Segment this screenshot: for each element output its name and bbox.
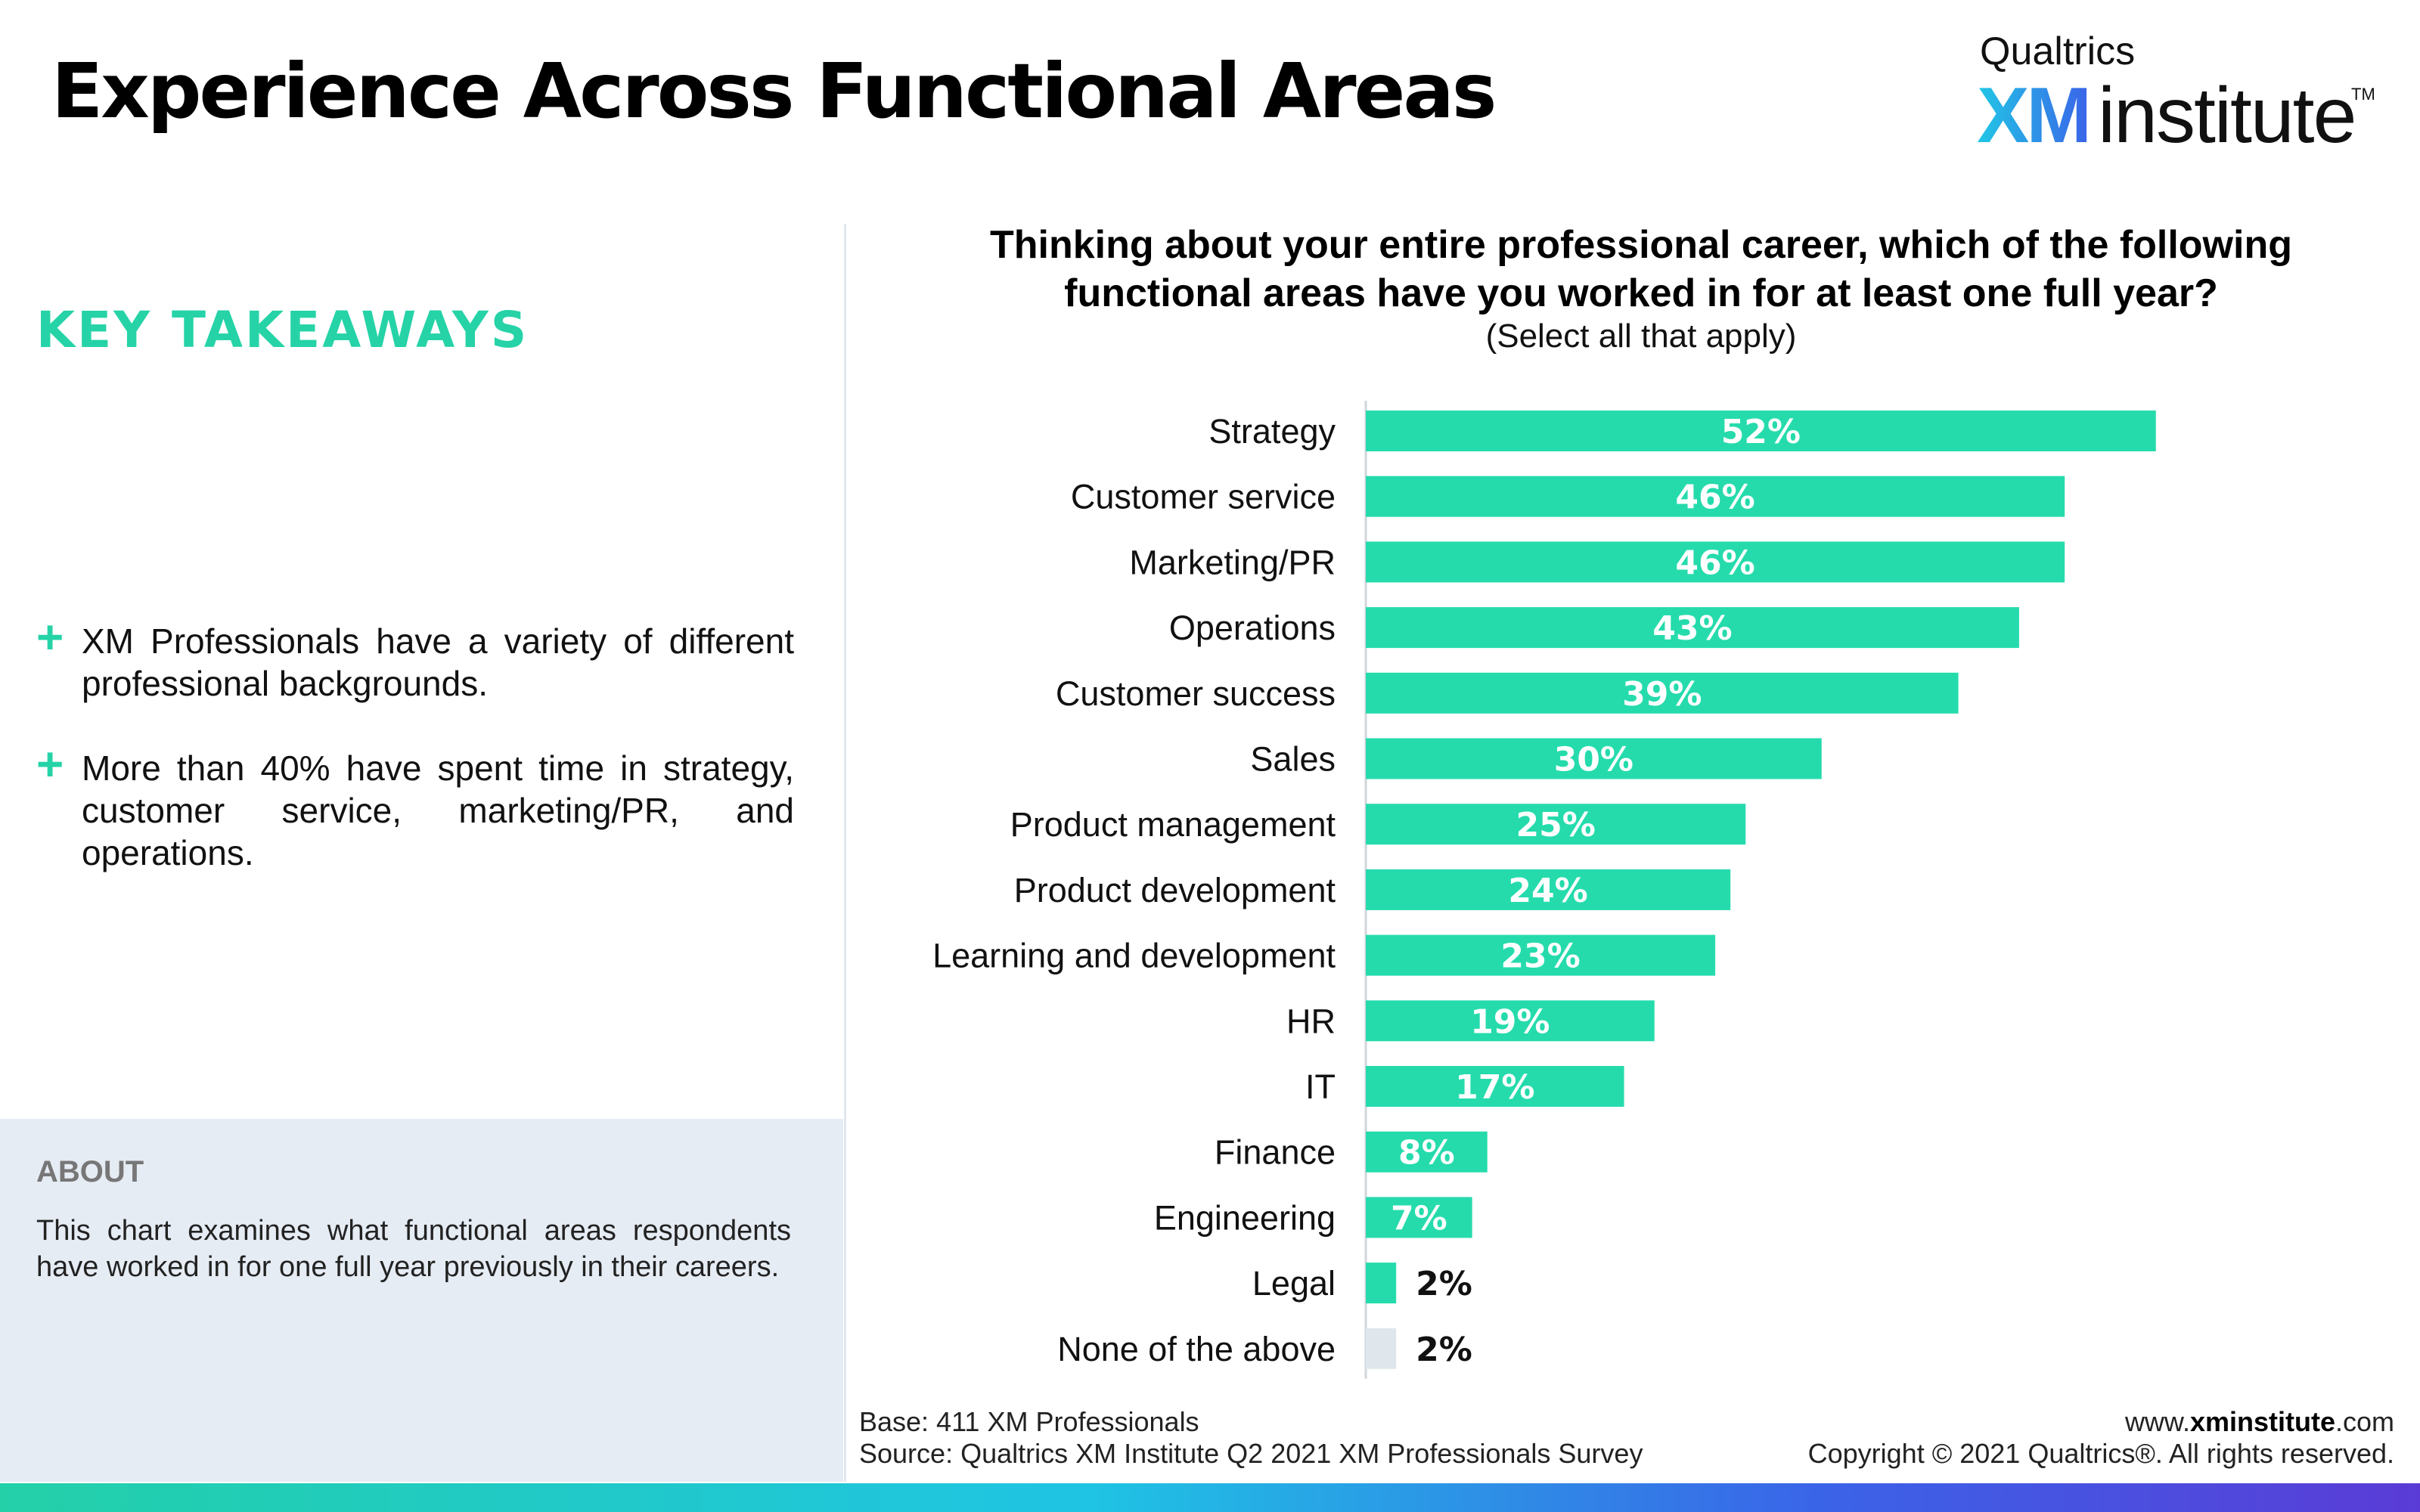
- category-label: Marketing/PR: [1129, 543, 1336, 581]
- category-label: Finance: [1215, 1133, 1336, 1172]
- bar-chart: Strategy 52% Customer service 46% Marketing/…: [932, 401, 2156, 1379]
- plus-icon: +: [36, 739, 64, 791]
- footer-source: Base: 411 XM Professionals Source: Qualt…: [859, 1406, 1643, 1470]
- takeaway-item: + More than 40% have spent time in strat…: [36, 739, 794, 874]
- bar-hr: [1366, 1000, 1655, 1042]
- about-text: This chart examines what functional area…: [36, 1215, 791, 1283]
- bar-operations: [1366, 607, 2019, 649]
- bar-customer-success: [1366, 672, 1959, 714]
- takeaway-text: More than 40% have spent time in strateg…: [82, 748, 794, 872]
- footer-right: www.xminstitute.com Copyright © 2021 Qua…: [1808, 1406, 2394, 1470]
- value-label: 17%: [1455, 1068, 1534, 1107]
- value-label: 39%: [1622, 675, 1702, 714]
- key-takeaways-heading: KEY TAKEAWAYS: [36, 301, 529, 359]
- takeaways-list: + XM Professionals have a variety of dif…: [36, 612, 794, 916]
- category-label: None of the above: [1057, 1330, 1336, 1368]
- category-label: Legal: [1252, 1264, 1336, 1303]
- about-heading: ABOUT: [36, 1155, 144, 1188]
- category-label: Operations: [1169, 609, 1336, 647]
- logo-qualtrics-text: Qualtrics: [1980, 29, 2136, 73]
- bar-product-development: [1366, 869, 1731, 910]
- xm-institute-logo: Qualtrics XM institute TM: [1977, 29, 2375, 160]
- category-label: IT: [1305, 1067, 1336, 1106]
- value-label: 2%: [1416, 1331, 1472, 1369]
- value-label: 8%: [1398, 1134, 1455, 1173]
- bar-customer-service: [1366, 476, 2065, 517]
- logo-xm-text: XM: [1977, 72, 2092, 160]
- footer-base-text: Base: 411 XM Professionals: [859, 1406, 1199, 1437]
- value-label: 43%: [1652, 609, 1732, 648]
- bar-finance: [1366, 1131, 1488, 1173]
- chart-title: Thinking about your entire professional …: [990, 223, 2292, 315]
- bar-engineering: [1366, 1197, 1472, 1238]
- category-label: Learning and development: [932, 937, 1336, 975]
- logo-institute-text: institute: [2098, 72, 2356, 160]
- bar-product-management: [1366, 804, 1746, 845]
- website-link[interactable]: www.xminstitute.com: [2124, 1406, 2394, 1437]
- bar-marketing-pr: [1366, 541, 2065, 583]
- value-label: 46%: [1675, 544, 1754, 582]
- value-label: 7%: [1391, 1199, 1447, 1238]
- category-label: Strategy: [1208, 412, 1336, 451]
- chart-subtitle: (Select all that apply): [1485, 318, 1797, 355]
- bar-legal: [1366, 1263, 1397, 1304]
- bar-none-of-the-above: [1366, 1328, 1397, 1369]
- value-label: 24%: [1508, 872, 1587, 910]
- category-label: Product management: [1010, 805, 1336, 844]
- category-label: Customer success: [1056, 674, 1336, 713]
- copyright-text: Copyright © 2021 Qualtrics®. All rights …: [1807, 1438, 2394, 1469]
- about-panel: ABOUT This chart examines what functiona…: [0, 1119, 843, 1482]
- value-label: 25%: [1516, 806, 1595, 844]
- logo-trademark: TM: [2351, 85, 2375, 104]
- value-label: 30%: [1554, 741, 1634, 779]
- plus-icon: +: [36, 612, 64, 664]
- value-label: 19%: [1470, 1002, 1550, 1041]
- value-label: 46%: [1675, 479, 1754, 517]
- value-label: 52%: [1721, 413, 1801, 451]
- bottom-gradient-bar: [0, 1483, 2420, 1512]
- vertical-divider: [844, 224, 846, 1482]
- takeaway-item: + XM Professionals have a variety of dif…: [36, 612, 794, 705]
- value-label: 23%: [1500, 937, 1580, 976]
- takeaway-text: XM Professionals have a variety of diffe…: [82, 621, 794, 703]
- category-label: Engineering: [1154, 1198, 1336, 1237]
- bar-learning-and-development: [1366, 934, 1716, 976]
- bar-sales: [1366, 738, 1822, 779]
- bar-strategy: [1366, 411, 2156, 451]
- footer-source-text: Source: Qualtrics XM Institute Q2 2021 X…: [859, 1438, 1643, 1469]
- category-label: Product development: [1014, 871, 1336, 909]
- category-label: HR: [1286, 1002, 1336, 1040]
- category-label: Customer service: [1071, 478, 1336, 516]
- value-label: 2%: [1416, 1265, 1472, 1303]
- bar-it: [1366, 1066, 1624, 1107]
- page-title: Experience Across Functional Areas: [51, 47, 1497, 135]
- category-label: Sales: [1250, 740, 1336, 779]
